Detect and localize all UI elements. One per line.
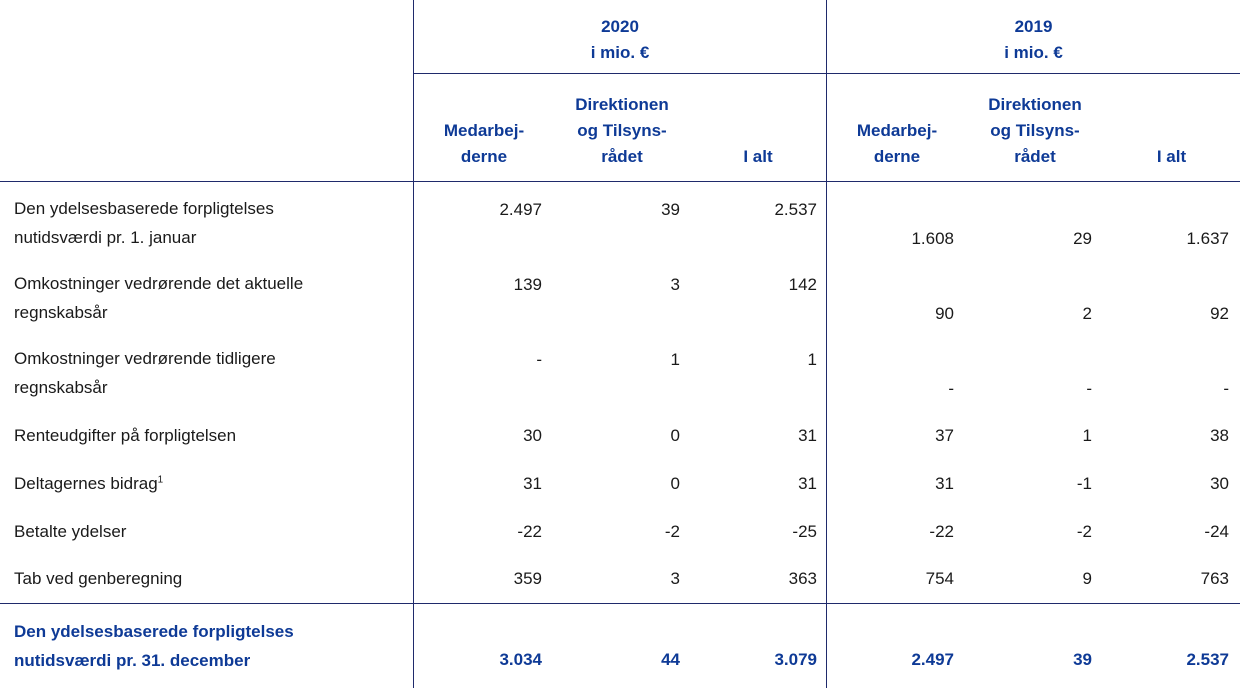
cell: -2 — [1076, 522, 1092, 541]
cell: -22 — [929, 522, 954, 541]
cell: 2.497 — [499, 200, 542, 219]
year-label: 2019 — [1014, 17, 1053, 36]
cell: 1.637 — [1186, 229, 1229, 248]
cell: 31 — [935, 474, 954, 493]
cell: 31 — [798, 474, 817, 493]
cell: -1 — [1076, 474, 1092, 493]
row-label: Renteudgifter på forpligtelsen — [14, 426, 237, 445]
cell: 31 — [798, 426, 817, 445]
cell: 1 — [807, 350, 817, 369]
cell: 0 — [670, 426, 680, 445]
year-label: 2020 — [601, 17, 639, 36]
cell: 37 — [935, 426, 954, 445]
cell: 90 — [935, 304, 954, 323]
cell: 38 — [1210, 426, 1229, 445]
cell: 1.608 — [911, 229, 954, 248]
total-cell: 39 — [1073, 650, 1092, 669]
column-header-medarbejderne-2020: Medarbej- derne — [443, 121, 525, 166]
cell: - — [536, 350, 542, 369]
footnote-marker: 1 — [157, 474, 164, 486]
cell: 30 — [1210, 474, 1229, 493]
cell: - — [1086, 379, 1092, 398]
row-label: Tab ved genberegning — [14, 569, 183, 588]
cell: 30 — [523, 426, 542, 445]
column-header-medarbejderne-2019: Medarbej- derne — [856, 121, 938, 166]
unit-label: i mio. € — [590, 43, 650, 62]
unit-label: i mio. € — [1004, 43, 1063, 62]
cell: 31 — [523, 474, 542, 493]
column-header-direktionen-2020: Direktionen og Tilsyns- rådet — [575, 95, 669, 166]
total-cell: 2.497 — [911, 650, 954, 669]
row-label: Betalte ydelser — [14, 522, 127, 541]
cell: 2.537 — [774, 200, 817, 219]
cell: -24 — [1204, 522, 1229, 541]
cell: 2 — [1082, 304, 1092, 323]
row-label: Omkostninger vedrørende det aktuelle reg… — [14, 274, 304, 322]
divider-2019 — [826, 0, 827, 688]
total-rule — [0, 603, 1240, 604]
cell: 92 — [1210, 304, 1229, 323]
year-header-rule — [414, 73, 1240, 74]
column-header-direktionen-2019: Direktionen og Tilsyns- rådet — [988, 95, 1082, 166]
cell: -2 — [664, 522, 680, 541]
row-label: Den ydelsesbaserede forpligtelses nutids… — [14, 199, 274, 247]
row-label: Deltagernes bidrag1 — [14, 474, 164, 493]
cell: - — [948, 379, 954, 398]
total-cell: 44 — [661, 650, 680, 669]
cell: 9 — [1082, 569, 1092, 588]
cell: 39 — [661, 200, 680, 219]
cell: 142 — [788, 275, 817, 294]
cell: -22 — [517, 522, 542, 541]
total-cell: 2.537 — [1186, 650, 1229, 669]
cell: 0 — [670, 474, 680, 493]
cell: 359 — [513, 569, 542, 588]
cell: 3 — [670, 569, 680, 588]
cell: 29 — [1073, 229, 1092, 248]
row-label: Omkostninger vedrørende tidligere regnsk… — [14, 349, 276, 397]
divider-2020 — [413, 0, 414, 688]
cell: 139 — [513, 275, 542, 294]
cell: -25 — [792, 522, 817, 541]
total-label: Den ydelsesbaserede forpligtelses nutids… — [14, 622, 294, 670]
cell: - — [1223, 379, 1229, 398]
year-header-2019: 2019 i mio. € — [827, 14, 1240, 66]
cell: 754 — [925, 569, 954, 588]
column-header-i-alt-2020: I alt — [743, 147, 773, 166]
cell: 1 — [670, 350, 680, 369]
year-header-2020: 2020 i mio. € — [414, 14, 826, 66]
total-cell: 3.079 — [774, 650, 817, 669]
total-cell: 3.034 — [499, 650, 542, 669]
cell: 1 — [1082, 426, 1092, 445]
cell: 3 — [670, 275, 680, 294]
column-header-i-alt-2019: I alt — [1156, 147, 1187, 166]
column-header-rule — [0, 181, 1240, 182]
cell: 363 — [788, 569, 817, 588]
cell: 763 — [1200, 569, 1229, 588]
